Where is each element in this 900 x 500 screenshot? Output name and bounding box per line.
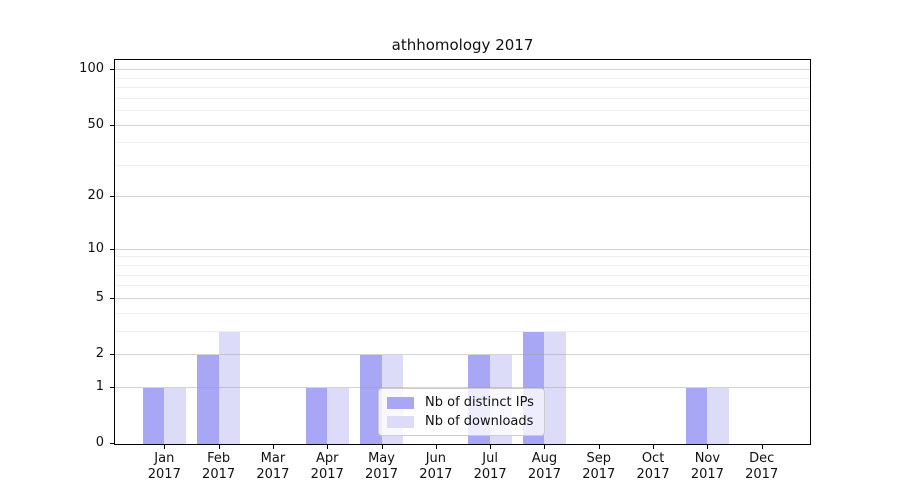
x-tick-label: Nov 2017 xyxy=(690,451,724,482)
legend: Nb of distinct IPs Nb of downloads xyxy=(378,388,545,436)
major-gridline xyxy=(115,248,810,250)
major-gridline xyxy=(115,354,810,355)
y-tick-label: 50 xyxy=(87,116,104,132)
y-tick-label: 2 xyxy=(95,346,104,361)
y-tick xyxy=(110,248,114,250)
x-tick-label: May 2017 xyxy=(364,451,399,482)
x-tick-label: Feb 2017 xyxy=(202,451,236,482)
bar-downloads-apr xyxy=(327,387,349,444)
minor-gridline xyxy=(115,285,810,287)
x-tick xyxy=(653,445,655,449)
minor-gridline xyxy=(115,87,810,89)
x-tick-label: Dec 2017 xyxy=(745,451,779,482)
x-tick-label: Sep 2017 xyxy=(582,451,616,482)
bar-ips-may xyxy=(359,355,382,444)
bar-downloads-nov xyxy=(707,387,730,444)
x-tick xyxy=(544,445,546,449)
x-tick xyxy=(761,445,763,449)
y-tick xyxy=(110,196,114,198)
minor-gridline xyxy=(115,164,810,166)
y-tick xyxy=(110,69,114,71)
legend-item: Nb of downloads xyxy=(387,414,534,429)
y-tick-label: 20 xyxy=(87,188,104,204)
legend-item: Nb of distinct IPs xyxy=(387,395,534,410)
y-tick xyxy=(110,297,114,299)
x-tick xyxy=(272,445,274,449)
minor-gridline xyxy=(115,110,810,112)
bar-ips-jan xyxy=(142,387,165,444)
x-tick-label: Mar 2017 xyxy=(256,451,290,482)
x-tick-label: Jan 2017 xyxy=(147,451,181,482)
y-tick xyxy=(110,386,114,388)
major-gridline xyxy=(115,386,810,388)
y-tick-label: 0 xyxy=(95,435,104,450)
y-tick-label: 5 xyxy=(95,289,104,305)
legend-swatch-icon xyxy=(387,415,414,428)
x-tick xyxy=(707,445,709,449)
y-tick-label: 100 xyxy=(79,61,104,77)
y-tick xyxy=(110,124,114,126)
minor-gridline xyxy=(115,274,810,276)
x-tick-label: Jun 2017 xyxy=(419,451,453,482)
major-gridline xyxy=(115,297,810,299)
minor-gridline xyxy=(115,142,810,144)
major-gridline xyxy=(115,196,810,198)
bar-downloads-aug xyxy=(544,331,567,444)
major-gridline xyxy=(115,69,810,71)
minor-gridline xyxy=(115,97,810,99)
x-tick-label: Apr 2017 xyxy=(310,451,344,482)
x-tick xyxy=(164,445,166,449)
y-tick-label: 10 xyxy=(87,240,104,256)
y-tick xyxy=(110,443,114,444)
major-gridline xyxy=(115,124,810,126)
legend-swatch-icon xyxy=(387,396,414,409)
x-tick xyxy=(381,445,383,449)
x-tick xyxy=(327,445,329,449)
y-tick-label: 1 xyxy=(95,378,104,394)
minor-gridline xyxy=(115,77,810,79)
y-tick xyxy=(110,354,114,355)
bar-downloads-jan xyxy=(164,387,186,444)
x-tick-label: Aug 2017 xyxy=(527,451,561,482)
minor-gridline xyxy=(115,312,810,314)
legend-label: Nb of downloads xyxy=(425,414,534,429)
x-tick-label: Jul 2017 xyxy=(473,451,507,482)
chart-title: athhomology 2017 xyxy=(391,36,534,54)
bar-ips-nov xyxy=(685,387,708,444)
minor-gridline xyxy=(115,330,810,332)
minor-gridline xyxy=(115,265,810,267)
bar-ips-feb xyxy=(196,355,219,444)
bar-downloads-feb xyxy=(218,331,241,444)
minor-gridline xyxy=(115,256,810,258)
x-tick-label: Oct 2017 xyxy=(636,451,670,482)
x-tick xyxy=(435,445,437,449)
x-tick xyxy=(490,445,492,449)
legend-label: Nb of distinct IPs xyxy=(425,395,534,410)
x-tick xyxy=(218,445,220,449)
bar-ips-apr xyxy=(305,387,328,444)
x-tick xyxy=(598,445,600,449)
